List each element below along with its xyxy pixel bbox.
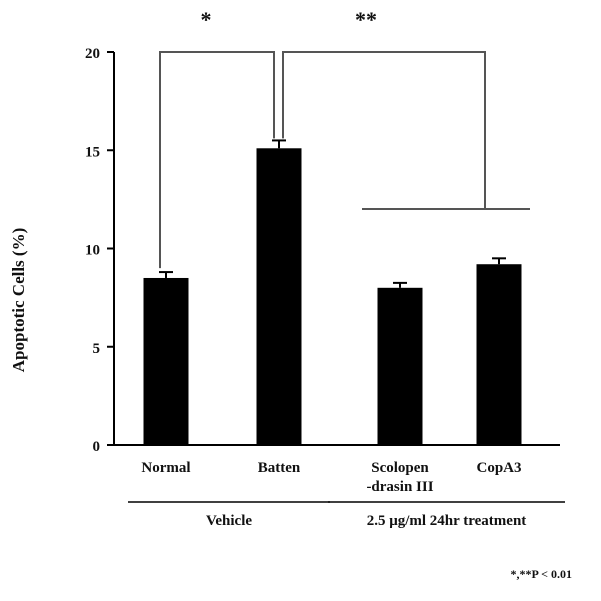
y-axis-label: Apoptotic Cells (%) — [9, 228, 28, 372]
significance-bracket — [282, 51, 486, 209]
category-label: Scolopen -drasin III — [366, 460, 433, 495]
group-label: Vehicle — [206, 513, 252, 529]
y-tick-label: 5 — [93, 341, 101, 357]
y-tick-label: 0 — [93, 439, 101, 455]
bars — [143, 139, 522, 445]
y-tick-label: 20 — [85, 46, 100, 62]
category-labels: Normal Batten Scolopen -drasin III CopA3 — [141, 460, 521, 495]
y-tick-label: 10 — [85, 243, 100, 259]
bar — [143, 277, 189, 445]
significance-label: ** — [355, 7, 377, 32]
category-label: Batten — [258, 460, 301, 476]
y-ticks: 0 5 10 15 20 — [85, 46, 114, 455]
footnote: *,**P < 0.01 — [510, 567, 572, 581]
bar — [377, 287, 423, 445]
category-label: CopA3 — [476, 460, 521, 476]
group-label: 2.5 μg/ml 24hr treatment — [367, 513, 527, 529]
bar — [476, 264, 522, 445]
bar — [256, 148, 302, 445]
significance-bracket — [159, 51, 275, 269]
significance-brackets: * ** — [159, 7, 530, 269]
significance-label: * — [201, 7, 212, 32]
category-label: Normal — [141, 460, 190, 476]
y-tick-label: 15 — [85, 144, 100, 160]
group-labels: Vehicle 2.5 μg/ml 24hr treatment — [128, 501, 565, 529]
